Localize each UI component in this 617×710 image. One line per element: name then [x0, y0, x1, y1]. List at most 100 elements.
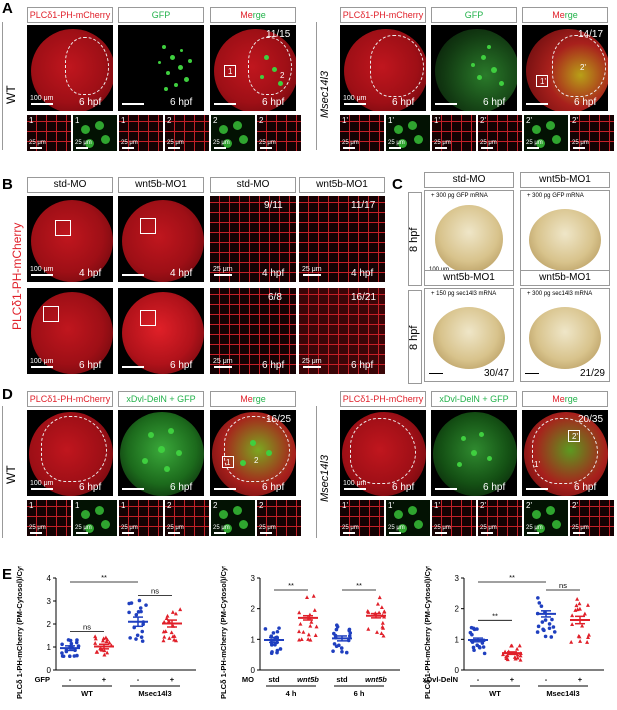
data-point — [105, 637, 110, 642]
c-tile-title: std-MO — [424, 172, 514, 188]
d-wt-frame — [2, 406, 4, 538]
c-row1-side-label: 8 hpf — [408, 227, 420, 252]
data-point — [173, 611, 178, 616]
b-r2-wnt5b-zoom: 16/21 25 μm 6 hpf — [299, 288, 385, 374]
d-wt-mcherry-image: 100 μm 6 hpf — [27, 410, 113, 496]
c-tile-image: + 300 pg sec14l3 mRNA 21/29 — [520, 288, 610, 382]
data-point — [93, 641, 98, 645]
data-point — [75, 638, 79, 642]
data-point — [141, 622, 145, 627]
y-tick-label: 3 — [455, 574, 460, 583]
d-mut-mcherry-image: 100 μm 6 hpf — [340, 410, 426, 496]
c-tile-ratio: 30/47 — [483, 368, 509, 379]
d-wt-thumbs-thumb-3: 1 25 μm — [119, 500, 163, 536]
data-point — [577, 601, 582, 606]
b-col-label-2: wnt5b-MO1 — [118, 177, 204, 193]
data-point — [536, 624, 541, 629]
d-mut-merge-image: 20/35 1' 2' 6 hpf — [522, 410, 608, 496]
thumb-label: 1 — [75, 501, 80, 510]
a-mut-merge-label: Merge — [522, 7, 608, 23]
data-point — [299, 637, 304, 642]
data-point — [172, 634, 177, 638]
data-point — [504, 656, 509, 661]
b-side-label: PLCδ1-PH-mCherry — [10, 222, 24, 330]
y-tick-label: 2 — [251, 605, 256, 614]
c-tile-note: + 300 pg GFP mRNA — [527, 193, 584, 199]
d-wt-thumbs-thumb-1: 1 25 μm — [27, 500, 71, 536]
thumb-label: 2 — [259, 116, 264, 125]
data-point — [60, 654, 65, 658]
data-point — [577, 606, 582, 611]
data-point — [335, 624, 340, 629]
data-point — [139, 635, 144, 639]
data-point — [543, 618, 548, 622]
data-point — [509, 643, 514, 648]
d-wt-gfp-label: xDvl-DelN + GFP — [118, 391, 204, 407]
a-mut-gfp-label: GFP — [431, 7, 517, 23]
x-category-label: + — [102, 675, 107, 684]
data-point — [537, 601, 542, 605]
a-wt-merge-label: Merge — [210, 7, 296, 23]
data-point — [162, 634, 167, 639]
thumb-label: 2' — [480, 116, 486, 125]
data-point — [482, 651, 487, 656]
data-point — [306, 632, 311, 637]
a-mut-thumbs-thumb-3: 1' 25 μm — [432, 115, 476, 151]
y-axis-label: PLCδ 1-PH-mCherry (PM-Cytosol)/Cytosol — [219, 566, 228, 699]
data-point — [471, 645, 476, 650]
data-point — [67, 654, 72, 659]
a-wt-merge-image: 11/15 1 2 6 hpf — [210, 25, 296, 111]
d-mut-thumbs-thumb-2: 1' 25 μm — [386, 500, 430, 536]
y-tick-label: 1 — [251, 635, 256, 644]
data-point — [161, 629, 166, 634]
data-point — [382, 609, 387, 614]
a-wt-mcherry-image: 100 μm 6 hpf — [27, 25, 113, 111]
thumb-label: 1 — [29, 501, 34, 510]
data-point — [313, 633, 318, 637]
c-tile-title: wnt5b-MO1 — [520, 270, 610, 286]
d-wt-side-label: WT — [4, 465, 18, 484]
data-point — [570, 613, 575, 618]
data-point — [60, 651, 64, 655]
a-mut-mcherry-image: 100 μm 6 hpf — [340, 25, 426, 111]
data-point — [95, 649, 100, 654]
group-label: 6 h — [354, 689, 365, 698]
data-point — [552, 630, 557, 634]
y-tick-label: 4 — [47, 574, 52, 583]
data-point — [306, 637, 311, 641]
b-col-label-3: std-MO — [210, 177, 296, 193]
a-wt-gfp-label: GFP — [118, 7, 204, 23]
a-mut-thumbs-thumb-4: 2' 25 μm — [478, 115, 522, 151]
d-mut-side-label: Msec14l3 — [319, 454, 331, 502]
data-point — [585, 603, 590, 607]
significance-label: ** — [101, 573, 107, 582]
data-point — [515, 652, 520, 657]
data-point — [263, 627, 268, 631]
c-tile-note: + 300 pg sec14l3 mRNA — [527, 291, 593, 297]
thumb-label: 2' — [572, 116, 578, 125]
data-point — [550, 617, 554, 622]
data-point — [66, 638, 71, 642]
data-point — [540, 620, 545, 624]
e-chart-wnt5b: PLCδ 1-PH-mCherry (PM-Cytosol)/Cytosol 0 1… — [219, 566, 400, 699]
d-mut-thumbs-thumb-6: 2' 25 μm — [570, 500, 614, 536]
c-tile-note: + 150 pg sec14l3 mRNA — [431, 291, 497, 297]
thumb-label: 1' — [342, 116, 348, 125]
b-r1-wnt5b-image: 4 hpf — [118, 196, 204, 282]
d-mut-thumbs-thumb-1: 1' 25 μm — [340, 500, 384, 536]
data-point — [135, 633, 140, 638]
data-point — [379, 605, 384, 610]
a-mut-gfp-image: 6 hpf — [431, 25, 517, 111]
data-point — [76, 644, 81, 648]
data-point — [301, 629, 306, 634]
x-category-label: - — [69, 675, 72, 684]
panel-letter-c: C — [392, 176, 403, 193]
x-row-label: GFP — [35, 675, 50, 684]
x-category-label: std — [336, 675, 348, 684]
data-point — [547, 622, 552, 626]
y-tick-label: 0 — [251, 666, 256, 675]
a-wt-side-label: WT — [4, 85, 18, 104]
data-point — [277, 626, 281, 630]
d-mut-frame — [316, 406, 318, 538]
d-mut-gfp-image: 6 hpf — [431, 410, 517, 496]
